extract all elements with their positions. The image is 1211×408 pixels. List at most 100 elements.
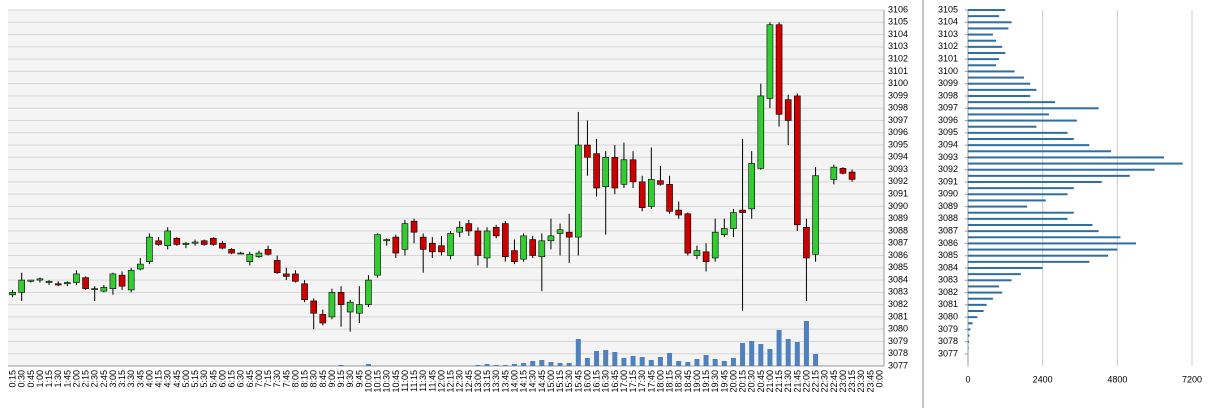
x-tick-label: 2:15: [81, 370, 91, 388]
x-tick-label: 15:45: [573, 370, 583, 393]
candle-body: [191, 241, 199, 244]
x-tick-label: 13:45: [500, 370, 510, 393]
candle-body: [575, 144, 582, 238]
profile-bar: [968, 9, 1006, 11]
candle-body: [73, 273, 80, 283]
x-tick-label: 20:15: [738, 370, 748, 393]
candle-body: [219, 242, 226, 249]
y-tick-label: 3100: [938, 66, 958, 76]
candle-body: [9, 292, 16, 296]
profile-bar: [968, 21, 1012, 24]
profile-bar: [968, 144, 1090, 147]
profile-bar: [968, 230, 1099, 233]
candle-body: [839, 168, 847, 174]
candle-body: [638, 181, 646, 208]
x-tick-label: 10:15: [373, 370, 383, 393]
x-tick-label: 4:00: [144, 370, 154, 388]
y-tick-label: 3083: [938, 275, 958, 285]
x-tick-label: 19:00: [692, 370, 702, 393]
candle-body: [118, 274, 126, 287]
candle-body: [64, 282, 71, 285]
candle-body: [401, 223, 409, 250]
x-tick-label: 19:45: [719, 370, 729, 393]
profile-bar: [968, 52, 1006, 54]
profile-bar: [968, 273, 1021, 276]
candle-body: [693, 250, 701, 256]
x-tick-label: 15:30: [564, 370, 574, 393]
x-tick-label: 11:15: [409, 370, 419, 392]
volume-bar: [475, 365, 481, 366]
profile-bar: [968, 199, 1046, 202]
candle-body: [675, 209, 682, 216]
x-tick-label: 17:00: [619, 370, 629, 393]
x-tick-label: 8:30: [309, 370, 319, 388]
y-tick-label: 3097: [938, 103, 958, 113]
x-tick-label: 14:30: [528, 370, 538, 393]
candle-body: [593, 153, 600, 189]
x-tick-label: 7:45: [281, 370, 291, 388]
candle-body: [36, 278, 44, 281]
volume-bar: [794, 342, 800, 366]
volume-bar: [740, 343, 746, 366]
candle-body: [529, 239, 536, 256]
candle-body: [474, 230, 482, 256]
volume-bar: [603, 350, 609, 366]
y-tick-label: 3094: [888, 152, 908, 162]
y-tick-label: 3090: [888, 201, 908, 211]
x-tick-label: 19:30: [710, 370, 720, 393]
volume-bar: [594, 351, 600, 366]
y-tick-label: 3092: [938, 164, 958, 174]
volume-bar: [548, 362, 554, 366]
volume-bar: [539, 360, 545, 366]
profile-bar: [968, 328, 971, 331]
candle-body: [45, 280, 53, 283]
x-tick-label: 4800: [1107, 374, 1127, 384]
profile-bar: [968, 162, 1183, 165]
x-tick-label: 17:15: [628, 370, 638, 393]
candle-body: [54, 283, 62, 286]
candle-body: [684, 213, 692, 254]
candle-body: [337, 292, 345, 305]
x-tick-label: 3:15: [117, 370, 127, 388]
profile-bar: [968, 39, 996, 42]
candle-body: [565, 231, 573, 238]
candle-body: [538, 240, 546, 258]
x-tick-label: 12:00: [436, 370, 446, 393]
candle-body: [620, 159, 628, 185]
candle-body: [657, 180, 664, 185]
x-tick-label: 18:45: [683, 370, 693, 393]
y-tick-label: 3085: [888, 262, 908, 272]
y-tick-label: 3105: [888, 17, 908, 27]
candle-body: [255, 252, 263, 258]
candle-body: [848, 171, 856, 180]
volume-bar: [575, 339, 581, 366]
x-tick-label: 2:30: [90, 370, 100, 388]
candle-body: [18, 279, 25, 293]
y-tick-label: 3095: [888, 139, 908, 149]
x-tick-label: 7:15: [263, 370, 273, 388]
candle-body: [109, 273, 117, 289]
x-tick-label: 14:00: [509, 370, 519, 393]
y-tick-label: 3084: [888, 274, 908, 284]
x-tick-label: 9:30: [345, 370, 355, 388]
profile-bar: [968, 260, 1090, 263]
volume-bar: [365, 364, 371, 366]
candle-body: [520, 235, 527, 260]
profile-bar: [968, 76, 1024, 79]
candle-body: [328, 292, 336, 318]
x-tick-label: 10:45: [391, 370, 401, 393]
y-tick-label: 3093: [888, 164, 908, 174]
y-tick-label: 3088: [938, 213, 958, 223]
candle-body: [648, 179, 655, 207]
x-tick-label: 21:00: [765, 370, 775, 393]
candle-body: [511, 250, 518, 262]
profile-bar: [968, 316, 978, 319]
candle-body: [346, 301, 354, 313]
y-tick-label: 3079: [888, 336, 908, 346]
profile-bar: [968, 181, 1102, 183]
x-tick-label: 8:45: [318, 370, 328, 388]
profile-bar: [968, 254, 1108, 257]
x-tick-label: 21:15: [774, 370, 784, 393]
profile-bar: [968, 70, 1015, 73]
candle-body: [27, 279, 35, 282]
